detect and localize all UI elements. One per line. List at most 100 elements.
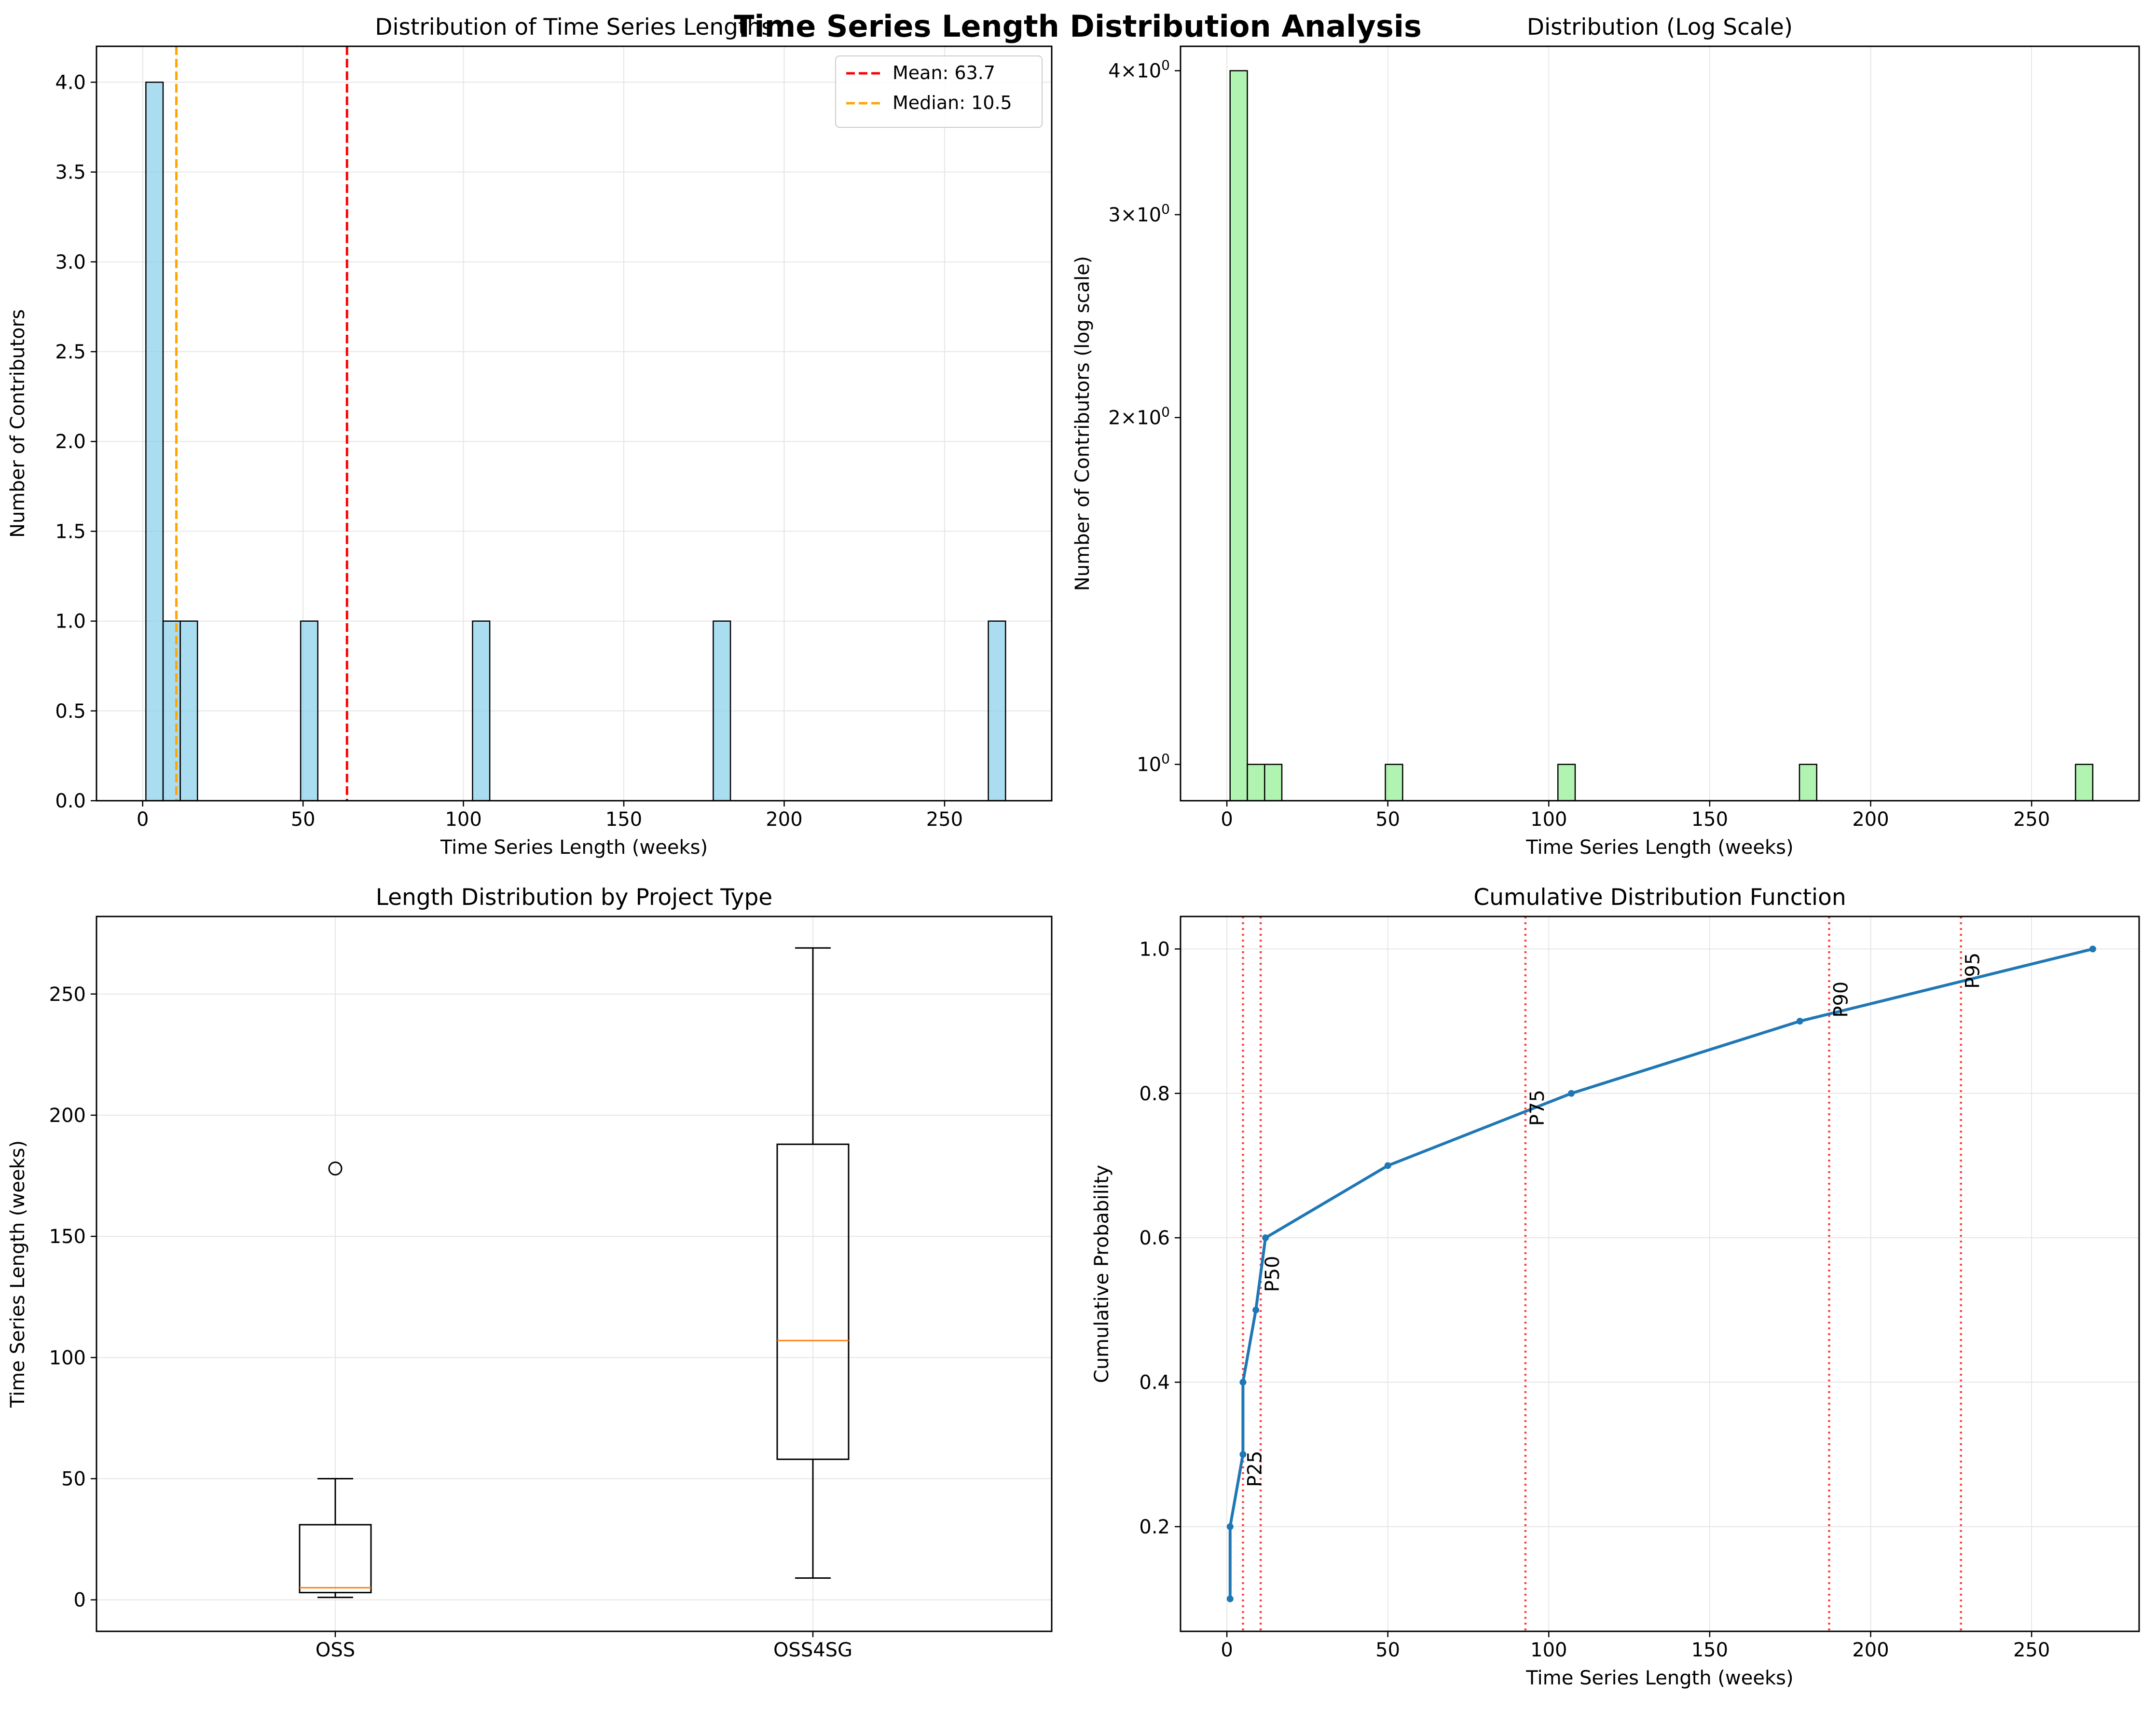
y-tick-label: 2×100 bbox=[1108, 404, 1170, 429]
x-tick-label: 50 bbox=[1375, 1639, 1400, 1661]
cdf-point bbox=[2089, 945, 2096, 953]
y-tick-label: 2.5 bbox=[55, 341, 86, 363]
legend-entry-label: Mean: 63.7 bbox=[893, 62, 995, 83]
y-tick-label: 1.0 bbox=[55, 611, 86, 633]
y-tick-label: 100 bbox=[49, 1347, 86, 1369]
log-histogram-bar bbox=[2074, 764, 2094, 802]
histogram-bar bbox=[179, 620, 198, 802]
x-tick-label: 50 bbox=[1375, 808, 1400, 831]
y-tick-label: 50 bbox=[61, 1468, 86, 1490]
cdf-point bbox=[1226, 1523, 1234, 1530]
x-tick-label: 200 bbox=[1852, 808, 1889, 831]
x-tick-label: 100 bbox=[1530, 1639, 1567, 1661]
log-histogram-bar bbox=[1264, 764, 1283, 802]
cdf-point bbox=[1796, 1018, 1803, 1025]
y-tick-label: 3.5 bbox=[55, 162, 86, 184]
plot-frame-1 bbox=[1180, 45, 2140, 802]
cdf-point bbox=[1568, 1090, 1575, 1097]
y-tick-label: 3.0 bbox=[55, 251, 86, 273]
cdf-point bbox=[1262, 1234, 1269, 1242]
boxplot-panel: 0 50 100 150 200 250 OSS OSS4SG Length Distribut… bbox=[7, 884, 1053, 1661]
plot-frame-0 bbox=[96, 45, 1053, 802]
plot-frame-2 bbox=[96, 916, 1053, 1632]
y-axis-label-1: Number of Contributors (log scale) bbox=[1071, 256, 1094, 591]
y-tick-exponent: 0 bbox=[1161, 751, 1170, 767]
histogram-bar bbox=[713, 620, 731, 802]
panel-title-2: Length Distribution by Project Type bbox=[376, 884, 772, 911]
cdf-line bbox=[1228, 947, 2093, 1599]
y-tick-label: 3×100 bbox=[1108, 201, 1170, 226]
y-tick-label: 200 bbox=[49, 1105, 86, 1127]
x-tick-label: 0 bbox=[1221, 1639, 1233, 1661]
x-tick-label: 100 bbox=[1530, 808, 1567, 831]
y-tick-exponent: 0 bbox=[1161, 57, 1170, 73]
panel-title-1: Distribution (Log Scale) bbox=[1527, 14, 1793, 41]
histogram-panel: 0 50 100 150 200 250 0.0 0.5 1.0 1.5 2.0 2.5 3.0 3.5 4… bbox=[7, 14, 1053, 859]
histogram-bar bbox=[162, 620, 181, 802]
y-tick-label: 0 bbox=[74, 1589, 86, 1612]
plot-frame-3 bbox=[1180, 916, 2140, 1632]
x-tick-label: 150 bbox=[1691, 808, 1728, 831]
x-tick-label: 250 bbox=[2013, 808, 2050, 831]
x-tick-label: 150 bbox=[1691, 1639, 1728, 1661]
legend: Mean: 63.7 Median: 10.5 bbox=[835, 55, 1043, 128]
y-tick-label: 0.5 bbox=[55, 700, 86, 723]
cdf-point bbox=[1226, 1595, 1234, 1602]
outlier-point bbox=[328, 1161, 343, 1176]
log-histogram-bar bbox=[1385, 764, 1403, 802]
x-tick-label: 150 bbox=[605, 808, 642, 831]
y-tick-label: 0.8 bbox=[1139, 1083, 1170, 1105]
log-histogram-bar bbox=[1229, 70, 1248, 802]
y-tick-label: 150 bbox=[49, 1226, 86, 1248]
histogram-bar bbox=[472, 620, 491, 802]
figure-title: Time Series Length Distribution Analysis bbox=[734, 9, 1422, 44]
legend-entry-label: Median: 10.5 bbox=[893, 92, 1012, 113]
box-oss4sg bbox=[776, 947, 850, 1579]
x-tick-label: 250 bbox=[2013, 1639, 2050, 1661]
category-label: OSS bbox=[316, 1639, 355, 1661]
cdf-panel: 0 50 100 150 200 250 0.2 0.4 0.6 0.8 1.0 P25 P50 P75 P… bbox=[1091, 884, 2140, 1689]
y-tick-label: 0.6 bbox=[1139, 1227, 1170, 1249]
x-tick-label: 250 bbox=[926, 808, 963, 831]
y-tick-label: 0.4 bbox=[1139, 1372, 1170, 1394]
x-tick-label: 100 bbox=[445, 808, 481, 831]
y-axis-label-2: Time Series Length (weeks) bbox=[7, 1140, 29, 1408]
histogram-bar bbox=[988, 620, 1006, 802]
x-tick-label: 0 bbox=[137, 808, 149, 831]
y-tick-label: 4.0 bbox=[55, 71, 86, 94]
interquartile-box bbox=[776, 1143, 850, 1460]
y-tick-label: 4×100 bbox=[1108, 57, 1170, 82]
cdf-point bbox=[1239, 1451, 1247, 1458]
x-tick-label: 50 bbox=[291, 808, 316, 831]
log-histogram-bar bbox=[1247, 764, 1265, 802]
panel-title-3: Cumulative Distribution Function bbox=[1473, 884, 1846, 911]
y-tick-label: 250 bbox=[49, 984, 86, 1006]
y-tick-exponent: 0 bbox=[1161, 201, 1170, 217]
y-axis-label-0: Number of Contributors bbox=[7, 309, 29, 538]
y-tick-exponent: 0 bbox=[1161, 404, 1170, 420]
panel-title-0: Distribution of Time Series Lengths bbox=[375, 14, 773, 41]
y-tick-label: 0.0 bbox=[55, 790, 86, 812]
x-tick-label: 0 bbox=[1221, 808, 1233, 831]
cdf-point bbox=[1239, 1379, 1247, 1386]
x-axis-label-0: Time Series Length (weeks) bbox=[440, 836, 708, 859]
x-tick-label: 200 bbox=[766, 808, 802, 831]
histogram-bar bbox=[145, 82, 164, 802]
legend-box bbox=[835, 55, 1043, 128]
y-tick-label: 1.5 bbox=[55, 520, 86, 543]
log-histogram-bar bbox=[1557, 764, 1576, 802]
percentile-label: P50 bbox=[1262, 1256, 1284, 1292]
histogram-bar bbox=[300, 620, 319, 802]
percentile-label: P25 bbox=[1244, 1451, 1266, 1487]
x-tick-label: 200 bbox=[1852, 1639, 1889, 1661]
y-axis-label-3: Cumulative Probability bbox=[1091, 1165, 1113, 1383]
x-axis-label-3: Time Series Length (weeks) bbox=[1525, 1667, 1793, 1689]
interquartile-box bbox=[299, 1524, 372, 1594]
y-tick-label: 1.0 bbox=[1139, 938, 1170, 960]
log-histogram-panel: 0 50 100 150 200 2501002×1003×1004×100Distrib… bbox=[1071, 14, 2140, 859]
box-oss bbox=[299, 1161, 372, 1599]
y-tick-label: 2.0 bbox=[55, 431, 86, 453]
x-axis-label-1: Time Series Length (weeks) bbox=[1525, 836, 1793, 859]
cdf-point bbox=[1252, 1306, 1260, 1313]
